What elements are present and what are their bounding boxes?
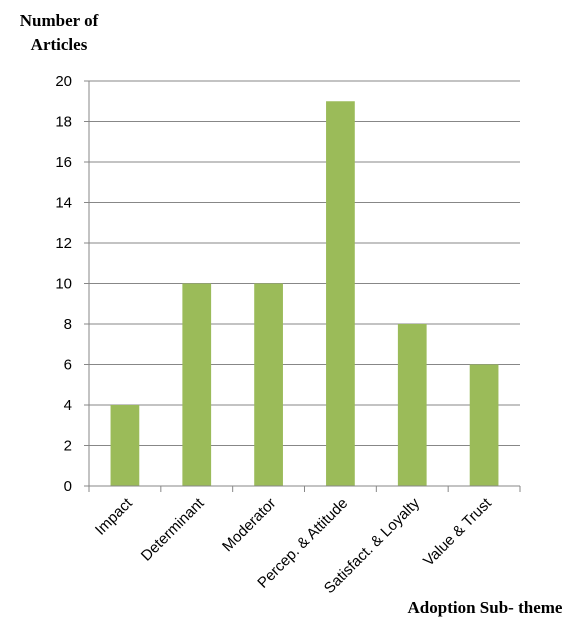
y-tick-label: 12 <box>55 235 72 252</box>
bar-5 <box>469 364 499 486</box>
bar-0 <box>110 405 140 486</box>
y-tick-label: 14 <box>55 195 72 212</box>
bar-4 <box>397 324 427 486</box>
y-tick-label: 4 <box>64 397 72 414</box>
y-tick-label: 10 <box>55 276 72 293</box>
bar-1 <box>182 283 212 486</box>
y-tick-label: 20 <box>55 73 72 90</box>
y-tick-label: 2 <box>64 438 72 455</box>
y-tick-label: 8 <box>64 316 72 333</box>
x-tick-label: Determinant <box>138 494 208 564</box>
y-axis-title-line1: Number of <box>20 11 99 30</box>
y-axis-title-line2: Articles <box>31 35 88 54</box>
bars <box>110 101 499 486</box>
x-tick-label: Value & Trust <box>420 494 495 569</box>
y-tick-label: 6 <box>64 357 72 374</box>
x-tick-label: Impact <box>92 494 136 538</box>
y-tick-label: 0 <box>64 478 72 495</box>
bar-2 <box>254 283 283 486</box>
y-tick-label: 16 <box>55 154 72 171</box>
axes <box>88 81 521 492</box>
y-tick-label: 18 <box>55 114 72 131</box>
y-tick-labels: 0 2 4 6 8 10 12 14 16 18 20 <box>55 73 72 495</box>
x-axis-title: Adoption Sub- theme <box>408 598 563 617</box>
gridlines <box>84 80 520 487</box>
bar-3 <box>326 101 355 486</box>
x-tick-label: Moderator <box>219 495 279 555</box>
